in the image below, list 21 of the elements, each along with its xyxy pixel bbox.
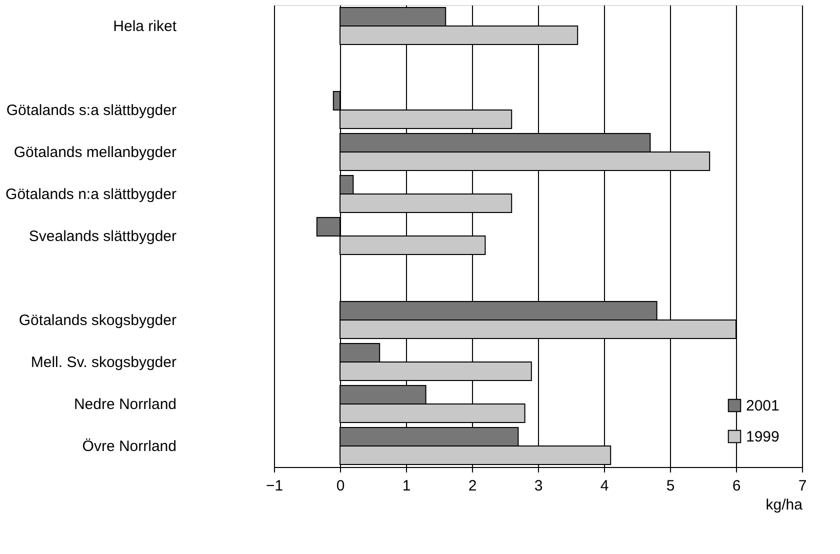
y-tick-label: Götalands n:a slättbygder <box>6 186 176 203</box>
y-tick-label: Övre Norrland <box>82 438 176 455</box>
y-tick-label: Hela riket <box>113 18 178 35</box>
y-tick-label: Götalands mellanbygder <box>14 144 176 161</box>
x-tick-label: 4 <box>600 478 609 494</box>
y-tick-label: Svealands slättbygder <box>28 228 176 245</box>
x-tick-label: 3 <box>534 478 543 494</box>
x-tick-label: 7 <box>798 478 807 494</box>
x-tick-label: 2 <box>468 478 477 494</box>
x-tick-label: 0 <box>336 478 345 494</box>
y-tick-label: Götalands skogsbygder <box>18 312 176 329</box>
x-tick-label: 1 <box>402 478 411 494</box>
x-tick-label: −1 <box>266 478 284 494</box>
x-tick-label: 6 <box>732 478 741 494</box>
y-tick-label: Götalands s:a slättbygder <box>6 102 176 119</box>
y-tick-label: Nedre Norrland <box>74 396 176 413</box>
legend-label: 2001 <box>746 398 780 414</box>
x-axis-title: kg/ha <box>766 496 804 514</box>
legend-label: 1999 <box>746 428 780 446</box>
y-tick-label: Mell. Sv. skogsbygder <box>30 354 176 371</box>
x-tick-label: 5 <box>666 478 675 494</box>
